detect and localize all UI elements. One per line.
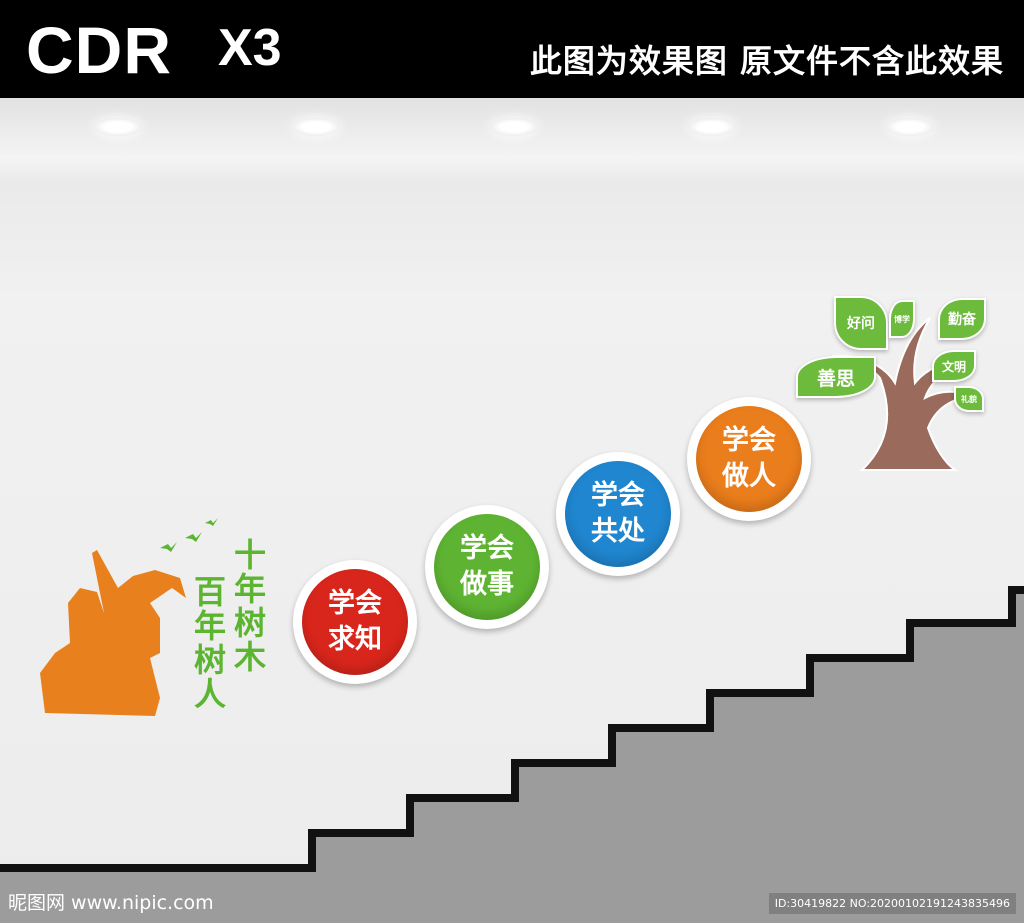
circle-line2: 做人 <box>722 461 776 492</box>
birds-icon <box>160 518 218 552</box>
circle-learn-to-be: 学会 做人 <box>687 397 811 521</box>
image-id: ID:30419822 NO:20200102191243835496 <box>768 893 1016 914</box>
leaf-shansi: 善思 <box>796 356 876 398</box>
leaf-qinfen: 勤奋 <box>938 298 986 340</box>
leaf-limao: 礼貌 <box>954 386 984 412</box>
leaf-haowen: 好问 <box>834 296 888 350</box>
circle-line2: 做事 <box>460 569 514 600</box>
circle-line1: 学会 <box>328 588 382 619</box>
circle-line1: 学会 <box>460 533 514 564</box>
ceiling-lamp <box>292 118 340 136</box>
circle-line2: 求知 <box>328 624 382 655</box>
ceiling-lamp <box>886 118 934 136</box>
people-silhouette-icon <box>40 550 186 716</box>
circle-learn-to-do: 学会 做事 <box>425 505 549 629</box>
watermark: 昵图网 www.nipic.com <box>8 892 214 914</box>
version-label: X3 <box>218 19 282 77</box>
stairs-outline <box>0 586 1024 872</box>
circle-line1: 学会 <box>591 480 645 511</box>
logo: CDR <box>26 13 172 87</box>
wall-scene: 十年树木 百年树人 学会 求知 学会 做事 学会 共处 学会 做人 好问 博学 勤奋 善… <box>0 98 1024 923</box>
stairs-fill <box>0 590 1024 923</box>
leaf-wenming: 文明 <box>932 350 976 382</box>
header-bar: CDR X3 此图为效果图 原文件不含此效果 <box>0 0 1024 98</box>
slogan-column-2: 百年树人 <box>193 573 226 713</box>
ceiling-lamp <box>490 118 538 136</box>
circle-line2: 共处 <box>591 516 645 547</box>
ceiling-lamp <box>94 118 142 136</box>
ceiling-lamp <box>688 118 736 136</box>
leaf-boxue: 博学 <box>889 300 915 338</box>
notice-text: 此图为效果图 原文件不含此效果 <box>529 42 1004 80</box>
slogan-column-1: 十年树木 <box>233 536 266 676</box>
circle-line1: 学会 <box>722 425 776 456</box>
circle-learn-to-know: 学会 求知 <box>293 560 417 684</box>
circle-learn-to-live-together: 学会 共处 <box>556 452 680 576</box>
